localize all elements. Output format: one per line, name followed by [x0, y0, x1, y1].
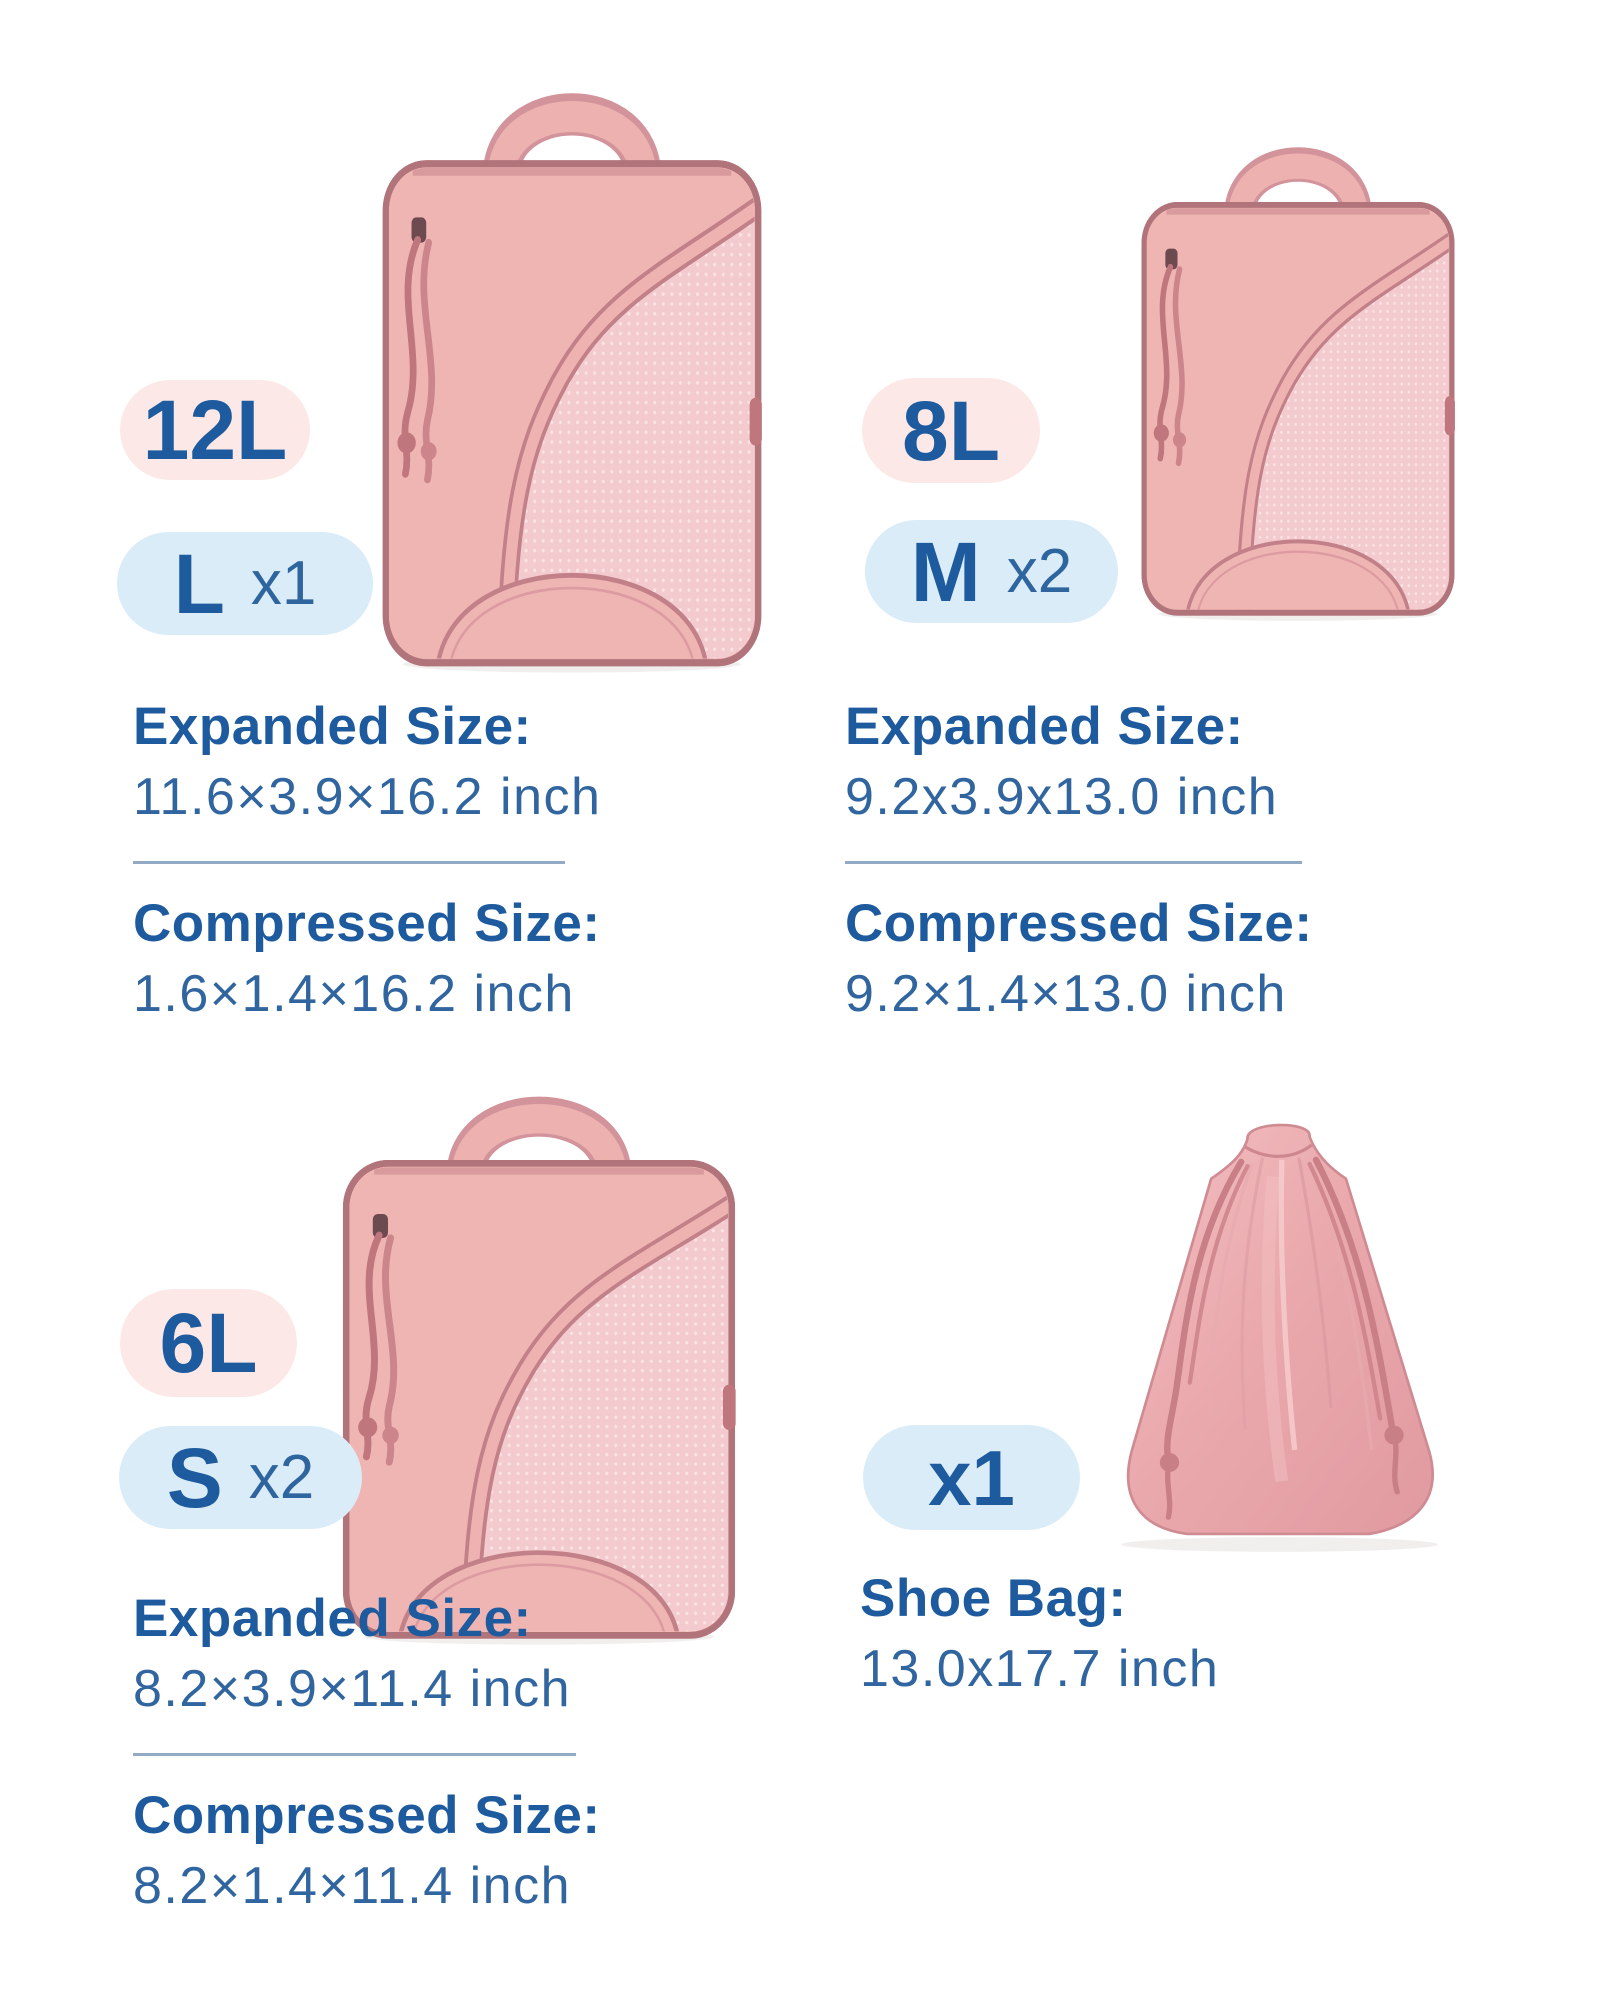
qty-label: x2 — [1006, 536, 1073, 606]
spec-block-small: Expanded Size: 8.2×3.9×11.4 inch Compres… — [133, 1592, 613, 1912]
packing-cube-photo-medium — [1141, 147, 1455, 621]
expanded-size-value: 8.2×3.9×11.4 inch — [133, 1660, 571, 1718]
shoe-bag-label: Shoe Bag: — [860, 1569, 1127, 1628]
compressed-size-label: Compressed Size: — [133, 894, 601, 953]
expanded-size-label: Expanded Size: — [133, 697, 532, 756]
packing-cube-photo-small — [342, 1096, 736, 1645]
volume-badge-small: 6L — [120, 1289, 297, 1397]
size-qty-badge-medium: M x2 — [865, 520, 1118, 623]
size-label: S — [166, 1430, 223, 1525]
size-qty-badge-small: S x2 — [119, 1426, 362, 1529]
size-qty-badge-large: L x1 — [117, 532, 373, 635]
expanded-size-value: 11.6×3.9×16.2 inch — [133, 768, 602, 826]
spec-block-medium: Expanded Size: 9.2x3.9x13.0 inch Compres… — [845, 700, 1325, 1020]
qty-badge-shoe-bag: x1 — [863, 1425, 1080, 1530]
expanded-size-value: 9.2x3.9x13.0 inch — [845, 768, 1279, 826]
expanded-size-label: Expanded Size: — [133, 1589, 532, 1648]
volume-label: 8L — [901, 383, 1001, 478]
shoe-bag-value: 13.0x17.7 inch — [860, 1640, 1220, 1698]
shoe-bag-photo — [1121, 1123, 1438, 1552]
qty-label: x1 — [928, 1433, 1015, 1522]
spec-divider — [133, 1753, 576, 1756]
qty-label: x1 — [250, 548, 317, 618]
expanded-size-label: Expanded Size: — [845, 697, 1244, 756]
packing-cube-photo-large — [382, 93, 762, 673]
spec-block-shoe-bag: Shoe Bag: 13.0x17.7 inch — [860, 1572, 1340, 1695]
volume-label: 6L — [159, 1296, 258, 1390]
spec-divider — [845, 861, 1302, 864]
volume-label: 12L — [142, 383, 288, 477]
compressed-size-label: Compressed Size: — [845, 894, 1313, 953]
spec-block-large: Expanded Size: 11.6×3.9×16.2 inch Compre… — [133, 700, 603, 1020]
volume-badge-large: 12L — [120, 380, 310, 480]
spec-divider — [133, 861, 565, 864]
size-label: M — [910, 524, 981, 619]
size-label: L — [173, 536, 225, 631]
compressed-size-label: Compressed Size: — [133, 1786, 601, 1845]
compressed-size-value: 8.2×1.4×11.4 inch — [133, 1857, 571, 1915]
volume-badge-medium: 8L — [862, 378, 1040, 483]
compressed-size-value: 1.6×1.4×16.2 inch — [133, 965, 575, 1023]
compressed-size-value: 9.2×1.4×13.0 inch — [845, 965, 1287, 1023]
qty-label: x2 — [248, 1442, 315, 1512]
